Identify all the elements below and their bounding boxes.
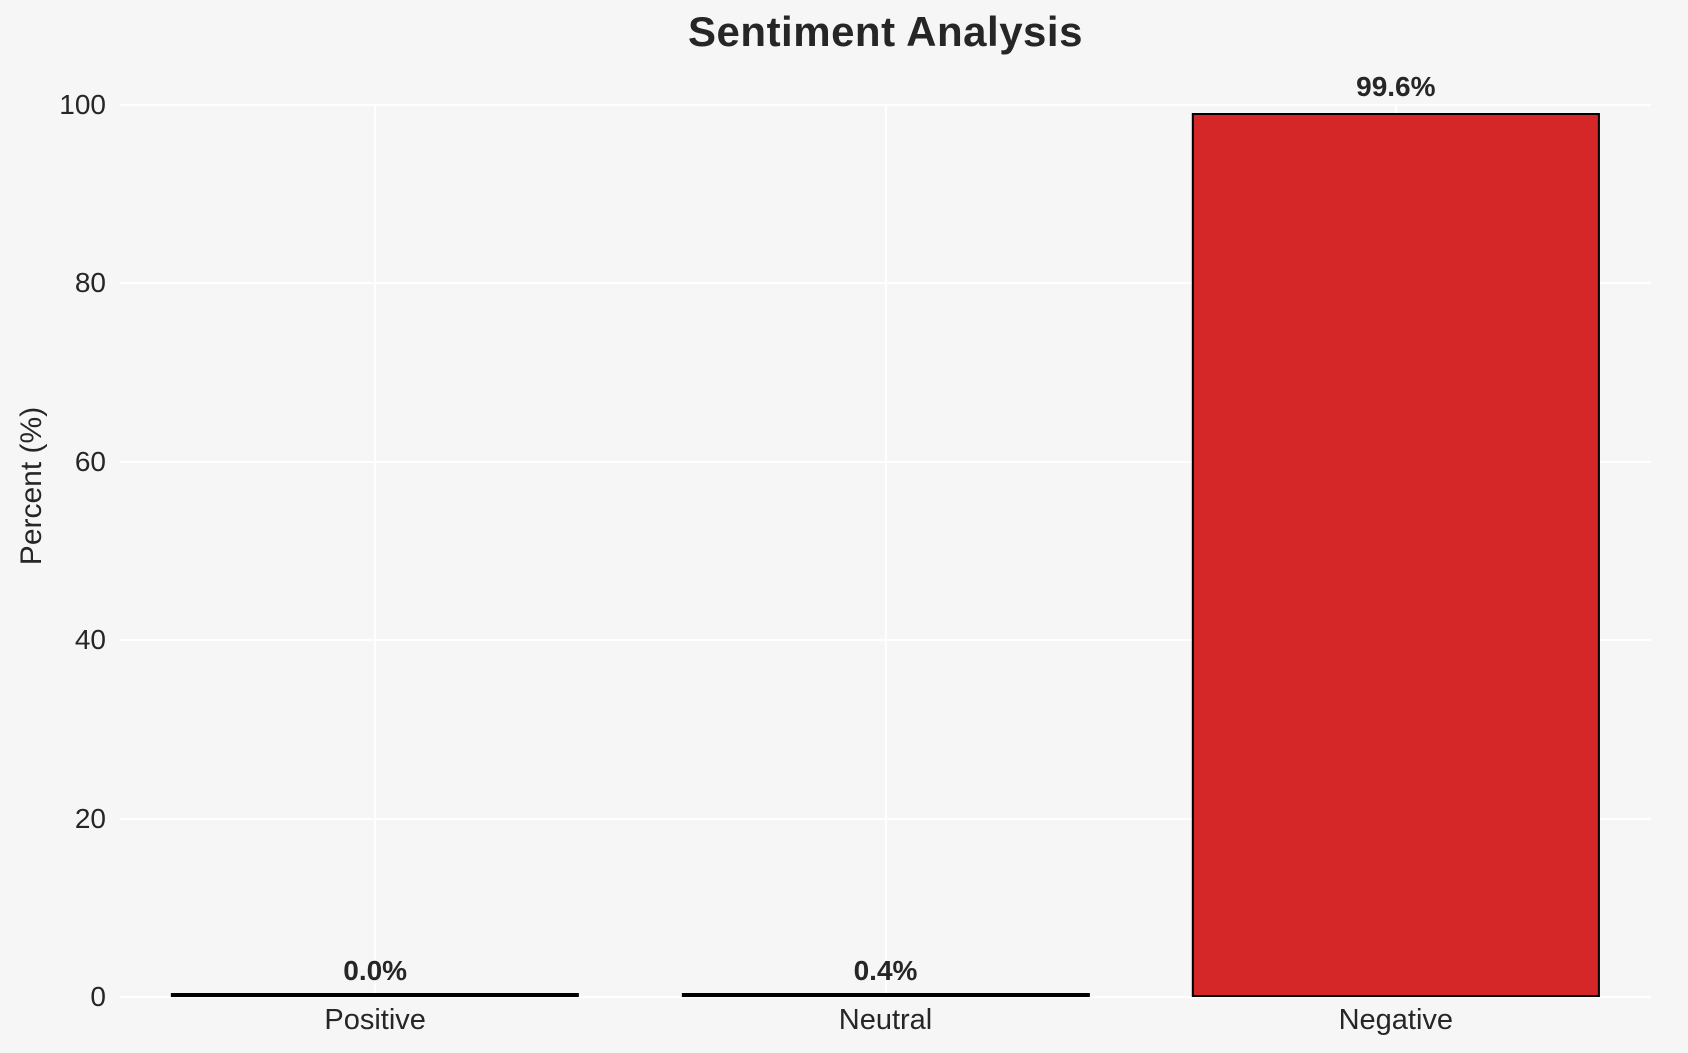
v-gridline-neutral [884, 105, 887, 997]
x-tick-label-positive: Positive [324, 1004, 426, 1036]
y-tick-label-60: 60 [74, 446, 106, 477]
bar-positive [171, 993, 580, 997]
x-axis-tick-labels: Positive Neutral Negative [120, 1004, 1651, 1044]
x-tick-label-neutral: Neutral [838, 1004, 933, 1036]
h-gridline-0 [120, 996, 1651, 998]
y-tick-label-20: 20 [74, 803, 106, 834]
chart-title: Sentiment Analysis [688, 8, 1083, 55]
y-axis-label: Percent (%) [15, 406, 48, 566]
y-tick-label-0: 0 [90, 981, 106, 1012]
y-tick-label-100: 100 [59, 89, 106, 120]
bar-group-neutral: 0.4% [681, 105, 1090, 997]
v-gridline-positive [374, 105, 377, 997]
bar-value-label-negative: 99.6% [1356, 70, 1436, 102]
y-tick-label-80: 80 [74, 267, 106, 298]
bar-group-negative: 99.6% [1191, 71, 1600, 997]
bar-negative [1191, 112, 1600, 997]
bar-neutral [681, 993, 1090, 997]
bar-group-positive: 0.0% [171, 105, 580, 997]
bar-value-label-neutral: 0.4% [853, 955, 918, 986]
bar-value-label-positive: 0.0% [343, 955, 408, 986]
y-tick-label-40: 40 [74, 624, 106, 655]
x-tick-label-negative: Negative [1338, 1004, 1454, 1036]
plot-area: 0.0% 0.4% 99.6% [120, 71, 1651, 998]
